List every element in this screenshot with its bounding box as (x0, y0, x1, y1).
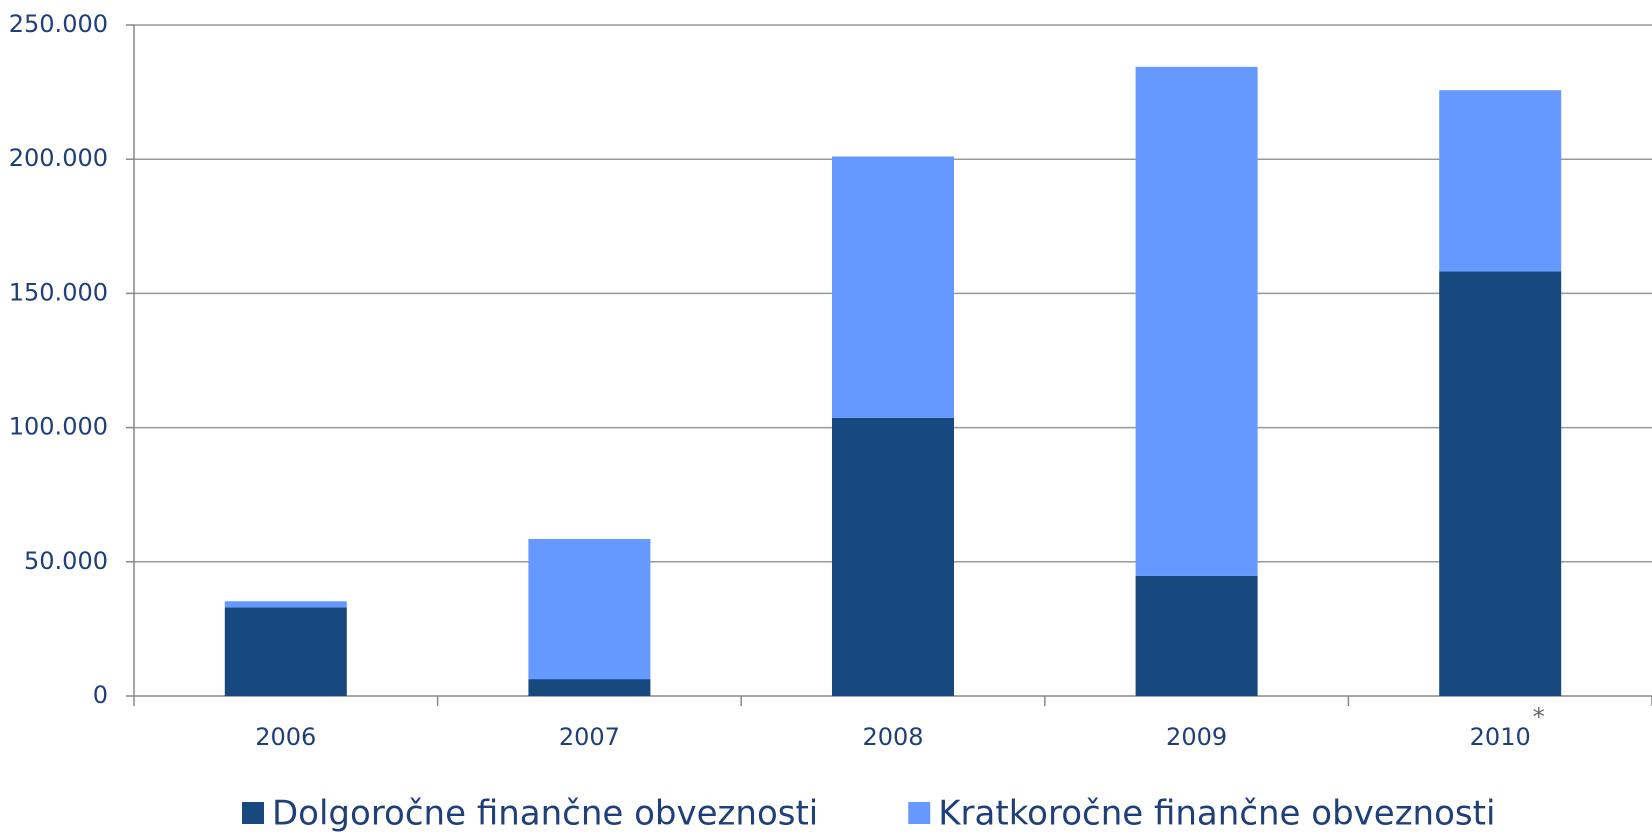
bar (224, 607, 347, 696)
bar (832, 417, 954, 696)
bar (1439, 90, 1562, 272)
bar (832, 156, 954, 418)
x-tick-label: 2007 (559, 723, 620, 751)
y-tick-label: 150.000 (9, 278, 108, 306)
bar (1135, 66, 1258, 576)
bar (1135, 575, 1258, 696)
y-tick-label: 100.000 (9, 413, 108, 441)
y-tick-label: 50.000 (24, 547, 108, 575)
legend-label: Dolgoročne finančne obveznosti (272, 794, 818, 834)
bar (1439, 271, 1562, 696)
annotation: * (1533, 703, 1545, 731)
x-tick-label: 2009 (1166, 723, 1227, 751)
legend-swatch (908, 802, 931, 824)
bar (528, 679, 651, 696)
x-tick-label: 2010 (1470, 723, 1531, 751)
y-tick-label: 0 (93, 681, 108, 709)
bar (224, 601, 347, 608)
y-tick-label: 250.000 (9, 10, 108, 38)
legend-swatch (242, 802, 264, 824)
x-tick-label: 2006 (255, 723, 316, 751)
legend-label: Kratkoročne finančne obveznosti (938, 794, 1495, 834)
y-tick-label: 200.000 (9, 144, 108, 172)
x-tick-label: 2008 (862, 723, 923, 751)
bar (528, 538, 651, 680)
